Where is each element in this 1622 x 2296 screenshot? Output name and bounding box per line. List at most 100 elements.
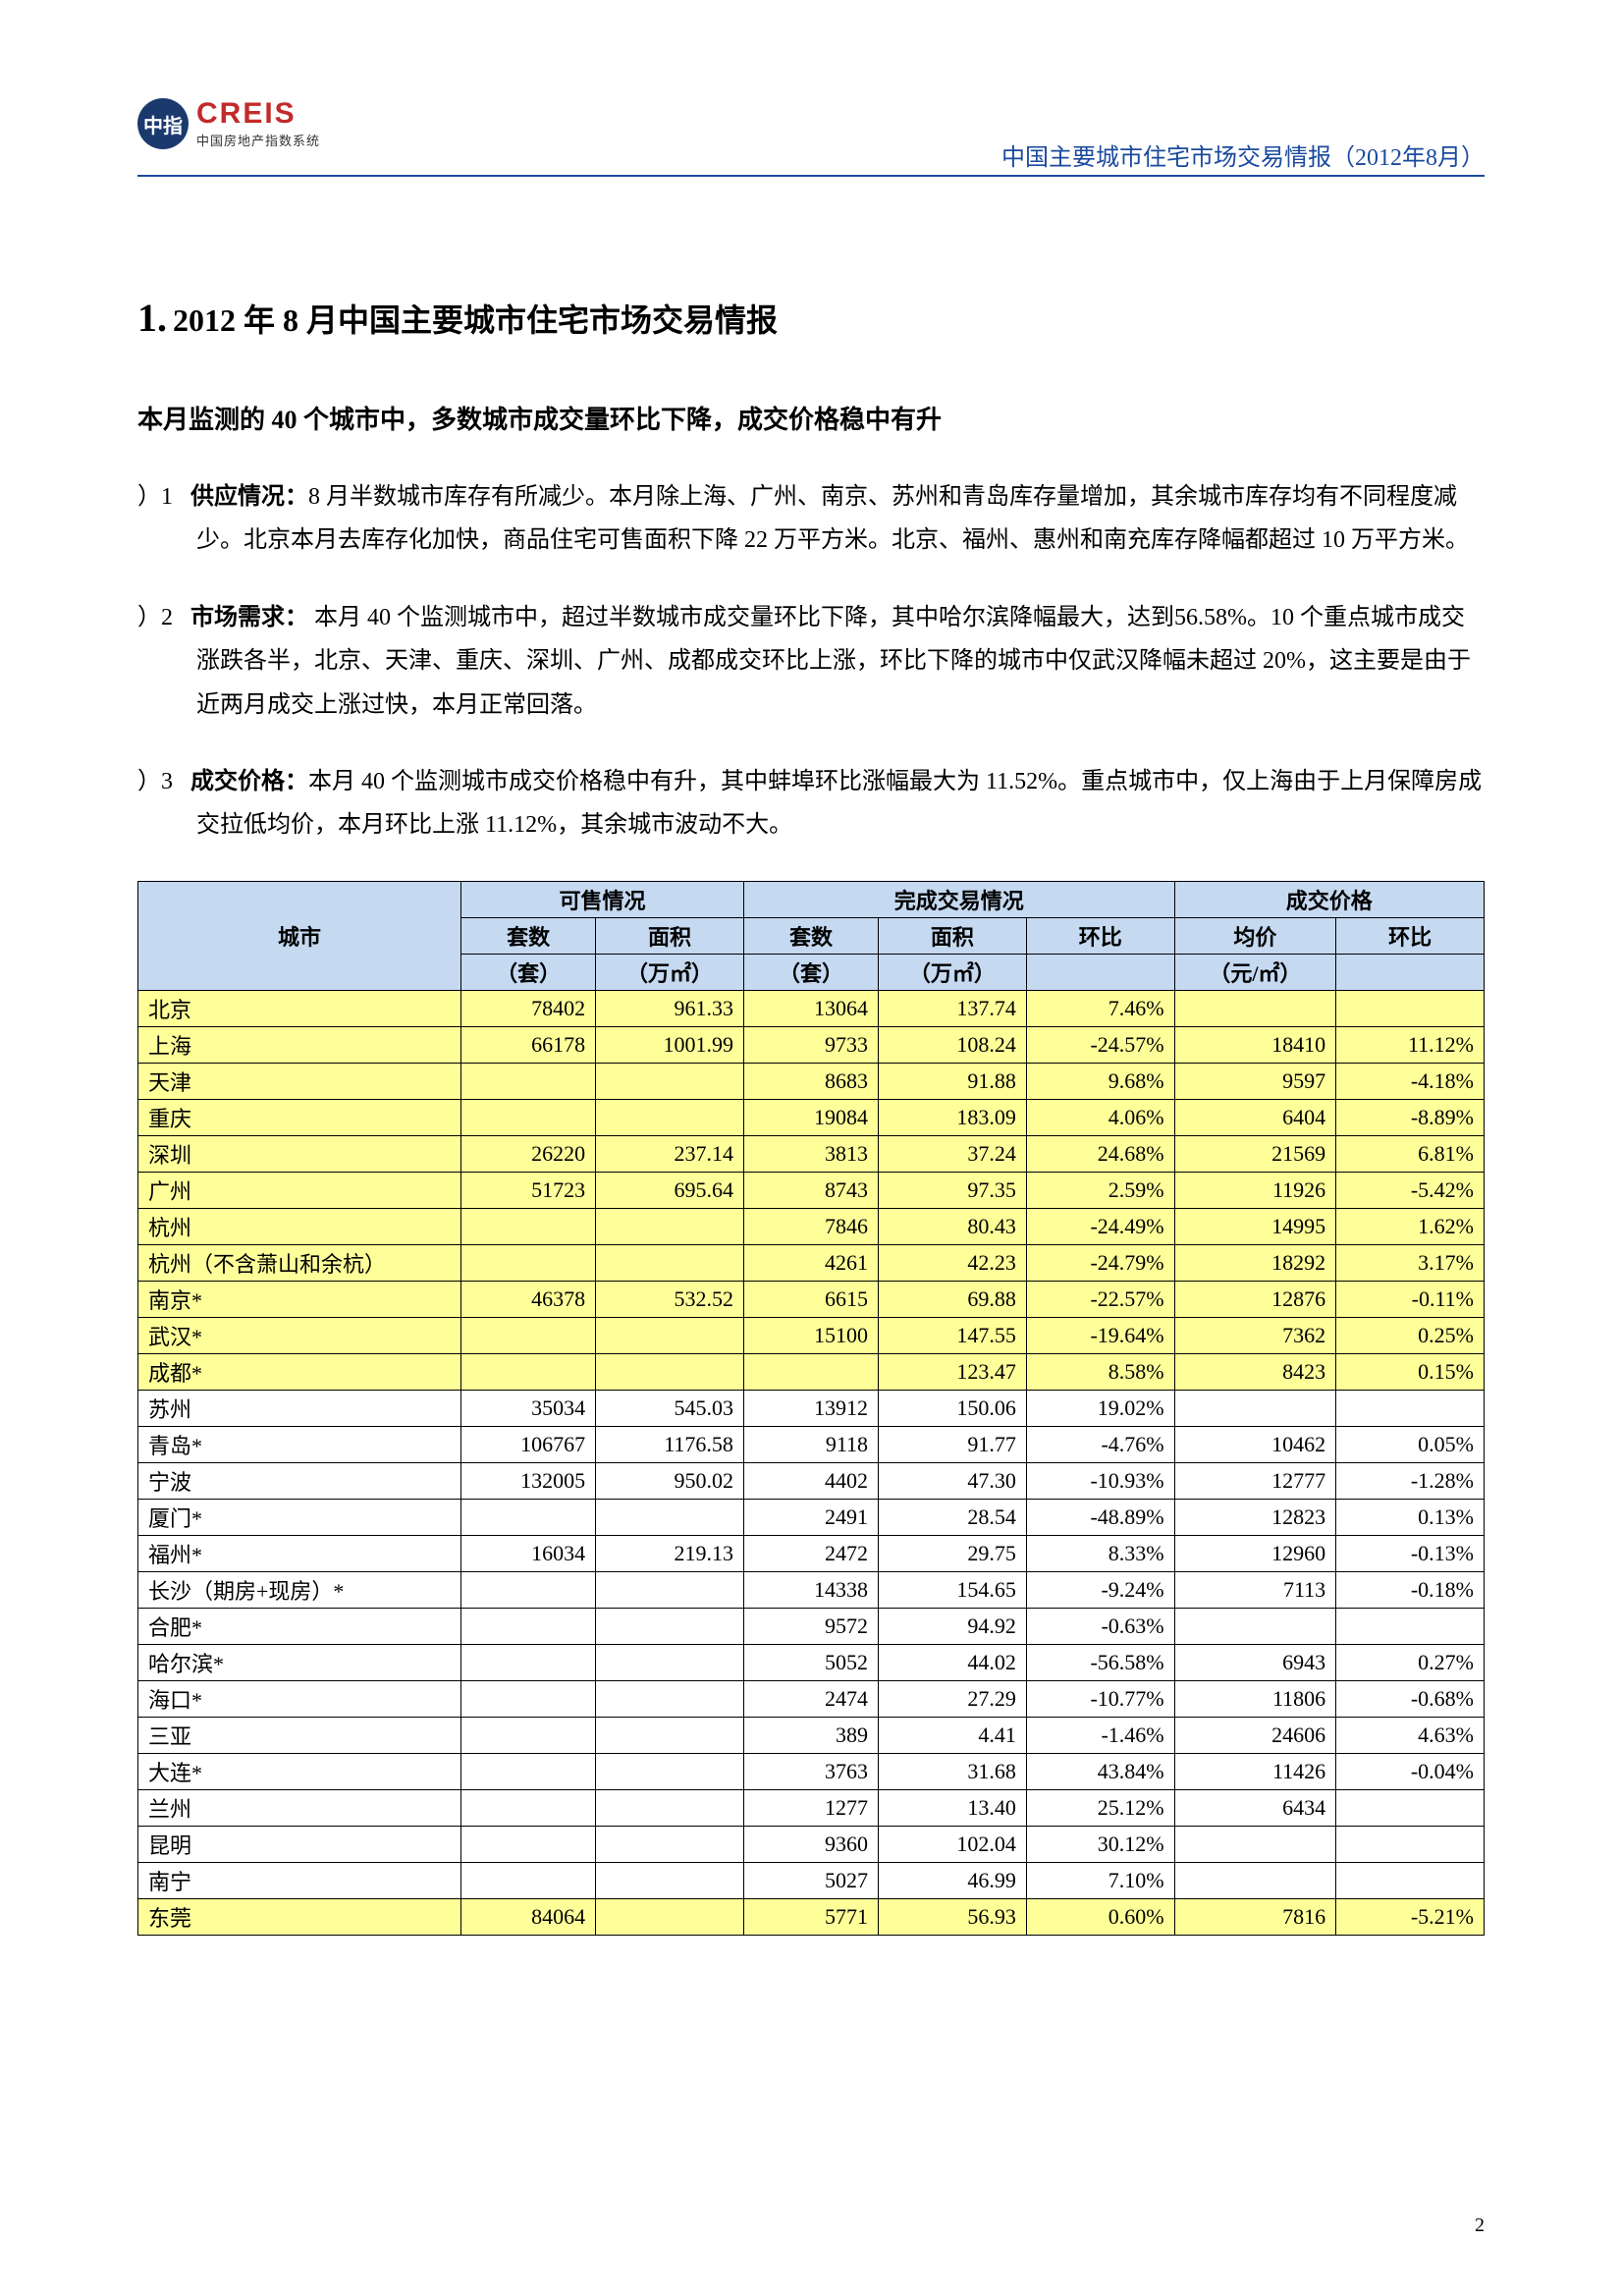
cell-tx-units: 5052 bbox=[743, 1644, 878, 1680]
cell-avail-area bbox=[596, 1499, 744, 1535]
table-row: 广州51723695.64874397.352.59%11926-5.42% bbox=[138, 1172, 1485, 1208]
cell-avail-units bbox=[461, 1717, 596, 1753]
cell-price: 12960 bbox=[1174, 1535, 1336, 1571]
cell-price: 6943 bbox=[1174, 1644, 1336, 1680]
cell-avail-area bbox=[596, 1571, 744, 1608]
th-unit-pm bbox=[1336, 954, 1485, 990]
cell-tx-area: 123.47 bbox=[879, 1353, 1027, 1390]
th-unit-au: （套） bbox=[461, 954, 596, 990]
cell-price: 14995 bbox=[1174, 1208, 1336, 1244]
th-unit-tm bbox=[1026, 954, 1174, 990]
cell-price-mom: -5.42% bbox=[1336, 1172, 1485, 1208]
cell-tx-units: 2474 bbox=[743, 1680, 878, 1717]
para-prefix: ）3 bbox=[137, 769, 173, 794]
cell-price: 9597 bbox=[1174, 1063, 1336, 1099]
cell-tx-mom: -48.89% bbox=[1026, 1499, 1174, 1535]
cell-price bbox=[1174, 1826, 1336, 1862]
cell-tx-units: 4261 bbox=[743, 1244, 878, 1281]
cell-price-mom: 3.17% bbox=[1336, 1244, 1485, 1281]
cell-avail-area bbox=[596, 1208, 744, 1244]
cell-avail-units: 78402 bbox=[461, 990, 596, 1026]
para-prefix: ）1 bbox=[137, 484, 173, 510]
cell-city: 重庆 bbox=[138, 1099, 461, 1135]
cell-tx-mom: -10.93% bbox=[1026, 1462, 1174, 1499]
cell-price-mom: -5.21% bbox=[1336, 1898, 1485, 1935]
cell-city: 昆明 bbox=[138, 1826, 461, 1862]
cell-avail-area: 695.64 bbox=[596, 1172, 744, 1208]
table-row: 重庆19084183.094.06%6404-8.89% bbox=[138, 1099, 1485, 1135]
cell-avail-area: 950.02 bbox=[596, 1462, 744, 1499]
cell-price-mom: 1.62% bbox=[1336, 1208, 1485, 1244]
th-tx-area: 面积 bbox=[879, 917, 1027, 954]
cell-price: 6434 bbox=[1174, 1789, 1336, 1826]
th-group-tx: 完成交易情况 bbox=[743, 881, 1174, 917]
cell-tx-mom: 30.12% bbox=[1026, 1826, 1174, 1862]
cell-tx-units: 4402 bbox=[743, 1462, 878, 1499]
cell-city: 福州* bbox=[138, 1535, 461, 1571]
cell-city: 长沙（期房+现房）* bbox=[138, 1571, 461, 1608]
cell-tx-area: 29.75 bbox=[879, 1535, 1027, 1571]
cell-tx-area: 42.23 bbox=[879, 1244, 1027, 1281]
cell-avail-units bbox=[461, 1571, 596, 1608]
cell-tx-area: 69.88 bbox=[879, 1281, 1027, 1317]
logo: 中指 CREIS 中国房地产指数系统 bbox=[137, 98, 320, 149]
cell-tx-mom: -24.57% bbox=[1026, 1026, 1174, 1063]
cell-tx-area: 97.35 bbox=[879, 1172, 1027, 1208]
cell-tx-mom: -24.79% bbox=[1026, 1244, 1174, 1281]
cell-city: 北京 bbox=[138, 990, 461, 1026]
cell-avail-area bbox=[596, 1898, 744, 1935]
cell-tx-units: 1277 bbox=[743, 1789, 878, 1826]
cell-price-mom bbox=[1336, 1862, 1485, 1898]
cell-price-mom: 0.13% bbox=[1336, 1499, 1485, 1535]
cell-avail-units bbox=[461, 1099, 596, 1135]
cell-tx-units: 3763 bbox=[743, 1753, 878, 1789]
para-text: 本月 40 个监测城市中，超过半数城市成交量环比下降，其中哈尔滨降幅最大，达到5… bbox=[196, 605, 1471, 718]
cell-tx-mom: 24.68% bbox=[1026, 1135, 1174, 1172]
section-title: 1.2012 年 8 月中国主要城市住宅市场交易情报 bbox=[137, 295, 1485, 341]
cell-city: 兰州 bbox=[138, 1789, 461, 1826]
th-city: 城市 bbox=[138, 881, 461, 990]
cell-price: 7113 bbox=[1174, 1571, 1336, 1608]
cell-tx-area: 91.88 bbox=[879, 1063, 1027, 1099]
cell-tx-units: 5771 bbox=[743, 1898, 878, 1935]
cell-price-mom bbox=[1336, 990, 1485, 1026]
table-row: 大连*376331.6843.84%11426-0.04% bbox=[138, 1753, 1485, 1789]
cell-tx-mom: -4.76% bbox=[1026, 1426, 1174, 1462]
cell-city: 青岛* bbox=[138, 1426, 461, 1462]
cell-avail-area: 532.52 bbox=[596, 1281, 744, 1317]
cell-price-mom: -0.11% bbox=[1336, 1281, 1485, 1317]
cell-tx-units: 8683 bbox=[743, 1063, 878, 1099]
cell-tx-mom: 7.10% bbox=[1026, 1862, 1174, 1898]
cell-tx-units: 13912 bbox=[743, 1390, 878, 1426]
table-row: 成都*123.478.58%84230.15% bbox=[138, 1353, 1485, 1390]
paragraph-block: ）2市场需求： 本月 40 个监测城市中，超过半数城市成交量环比下降，其中哈尔滨… bbox=[137, 596, 1485, 727]
cell-price-mom bbox=[1336, 1390, 1485, 1426]
cell-price bbox=[1174, 1390, 1336, 1426]
table-row: 杭州（不含萧山和余杭）426142.23-24.79%182923.17% bbox=[138, 1244, 1485, 1281]
cell-tx-mom: -24.49% bbox=[1026, 1208, 1174, 1244]
table-row: 杭州784680.43-24.49%149951.62% bbox=[138, 1208, 1485, 1244]
th-unit-ta: （万㎡） bbox=[879, 954, 1027, 990]
cell-tx-units: 15100 bbox=[743, 1317, 878, 1353]
cell-tx-area: 91.77 bbox=[879, 1426, 1027, 1462]
cell-price-mom: 11.12% bbox=[1336, 1026, 1485, 1063]
cell-avail-units bbox=[461, 1608, 596, 1644]
cell-tx-area: 27.29 bbox=[879, 1680, 1027, 1717]
table-row: 哈尔滨*505244.02-56.58%69430.27% bbox=[138, 1644, 1485, 1680]
cell-price-mom: -8.89% bbox=[1336, 1099, 1485, 1135]
cell-price-mom: -4.18% bbox=[1336, 1063, 1485, 1099]
cell-price-mom: -1.28% bbox=[1336, 1462, 1485, 1499]
cell-tx-units: 8743 bbox=[743, 1172, 878, 1208]
cell-avail-units bbox=[461, 1244, 596, 1281]
table-row: 福州*16034219.13247229.758.33%12960-0.13% bbox=[138, 1535, 1485, 1571]
cell-tx-area: 44.02 bbox=[879, 1644, 1027, 1680]
logo-main-text: CREIS bbox=[196, 99, 320, 129]
paragraph-block: ）3成交价格：本月 40 个监测城市成交价格稳中有升，其中蚌埠环比涨幅最大为 1… bbox=[137, 760, 1485, 847]
cell-tx-area: 13.40 bbox=[879, 1789, 1027, 1826]
table-row: 三亚3894.41-1.46%246064.63% bbox=[138, 1717, 1485, 1753]
cell-tx-mom: -22.57% bbox=[1026, 1281, 1174, 1317]
cell-avail-area bbox=[596, 1717, 744, 1753]
cell-price-mom: -0.13% bbox=[1336, 1535, 1485, 1571]
cell-avail-units: 26220 bbox=[461, 1135, 596, 1172]
cell-city: 大连* bbox=[138, 1753, 461, 1789]
